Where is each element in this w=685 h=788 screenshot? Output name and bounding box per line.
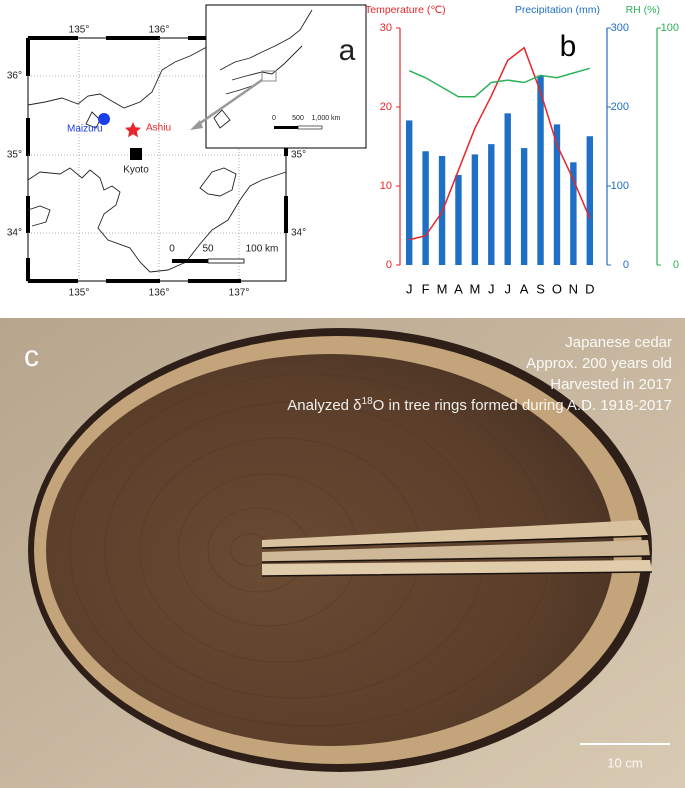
coastline xyxy=(27,41,287,273)
scale-label: 1,000 km xyxy=(312,115,341,122)
scale-label: 0 xyxy=(169,244,175,255)
inset-scale-bar xyxy=(297,125,323,130)
bar xyxy=(471,154,479,265)
caption: Harvested in 2017 xyxy=(550,376,672,393)
x-tick-label: S xyxy=(536,281,545,296)
y-tick-label: 200 xyxy=(611,101,629,113)
site-label: Maizuru xyxy=(67,124,103,135)
lon-label: 135° xyxy=(69,25,90,36)
x-tick-label: M xyxy=(469,281,480,296)
site-marker xyxy=(98,113,110,125)
line xyxy=(409,46,591,241)
x-tick-label: O xyxy=(552,281,562,296)
inset-locator xyxy=(261,70,277,82)
x-tick-label: J xyxy=(406,281,413,296)
x-tick-label: J xyxy=(504,281,511,296)
y-tick-label: 0 xyxy=(673,259,679,271)
x-tick-label: A xyxy=(520,281,529,296)
lon-label: 135° xyxy=(69,288,90,299)
caption-superscript: 18 xyxy=(362,396,374,407)
inset-scale-bar xyxy=(274,126,298,129)
bar xyxy=(455,174,462,265)
lon-label: 137° xyxy=(229,288,250,299)
scale-label: 0 xyxy=(272,115,276,122)
x-tick-label: F xyxy=(422,281,430,296)
scale-label: 500 xyxy=(292,115,304,122)
map-panel: a 0 500 1,000 km 135° 136° 135° 136° 137… xyxy=(7,4,367,299)
y-tick-label: 20 xyxy=(380,101,392,113)
axis-title: RH (%) xyxy=(626,4,660,16)
lat-label: 36° xyxy=(7,71,22,82)
bar xyxy=(488,144,495,265)
caption: Approx. 200 years old xyxy=(526,355,672,372)
scale-bar xyxy=(172,259,208,263)
site-label: Ashiu xyxy=(146,123,171,134)
site-marker xyxy=(125,122,141,138)
bar xyxy=(553,124,561,265)
bar xyxy=(504,113,511,265)
cut-line xyxy=(261,535,653,577)
panel-label: a xyxy=(339,34,356,67)
inset-coastline xyxy=(213,9,313,129)
caption-part: O in tree rings formed during A.D. 1918-… xyxy=(373,397,672,414)
photo-panel: 10 cm c Japanese cedar Approx. 200 years… xyxy=(0,318,685,788)
lat-label: 35° xyxy=(7,150,22,161)
sample-strip xyxy=(262,560,652,576)
lon-label: 136° xyxy=(149,288,170,299)
y-tick-label: 100 xyxy=(611,180,629,192)
bar xyxy=(570,162,577,265)
caption-part: Analyzed δ xyxy=(287,397,361,414)
bar xyxy=(586,136,593,265)
site-marker xyxy=(130,148,142,160)
x-tick-label: A xyxy=(454,281,463,296)
lon-label: 136° xyxy=(149,25,170,36)
bar xyxy=(520,148,528,265)
scale-label: 50 xyxy=(202,244,214,255)
x-tick-label: J xyxy=(488,281,495,296)
bar xyxy=(406,120,413,266)
lat-label: 35° xyxy=(291,150,306,161)
panel-label: c xyxy=(24,340,39,373)
y-tick-label: 0 xyxy=(386,259,392,271)
x-tick-label: N xyxy=(569,281,578,296)
caption: Japanese cedar xyxy=(565,334,672,351)
y-tick-label: 30 xyxy=(380,22,392,34)
climate-chart: b 0 10 20 30 Temperature (℃) 0 100 200 300 Precip… xyxy=(365,4,679,297)
scale-label: 100 km xyxy=(246,244,279,255)
y-tick-label: 300 xyxy=(611,22,629,34)
line xyxy=(408,67,591,98)
panel-label: b xyxy=(560,30,577,63)
x-tick-label: D xyxy=(585,281,594,296)
arrow-head xyxy=(190,120,203,130)
photo-scale-label: 10 cm xyxy=(607,755,642,770)
bar xyxy=(537,75,544,266)
y-tick-label: 0 xyxy=(623,259,629,271)
site-label: Kyoto xyxy=(123,165,149,176)
y-tick-label: 100 xyxy=(661,22,679,34)
x-tick-label: M xyxy=(437,281,448,296)
sample-strip xyxy=(262,520,648,548)
axis-title: Precipitation (mm) xyxy=(515,4,600,16)
arrow xyxy=(195,78,263,128)
caption: Analyzed δ18O in tree rings formed durin… xyxy=(287,396,672,414)
scale-bar xyxy=(207,258,245,264)
inset-frame xyxy=(205,4,367,149)
lat-label: 34° xyxy=(291,228,306,239)
bar xyxy=(422,151,429,265)
lat-label: 34° xyxy=(7,228,22,239)
axis-title: Temperature (℃) xyxy=(365,4,446,16)
y-tick-label: 10 xyxy=(380,180,392,192)
sample-strip xyxy=(262,540,650,562)
